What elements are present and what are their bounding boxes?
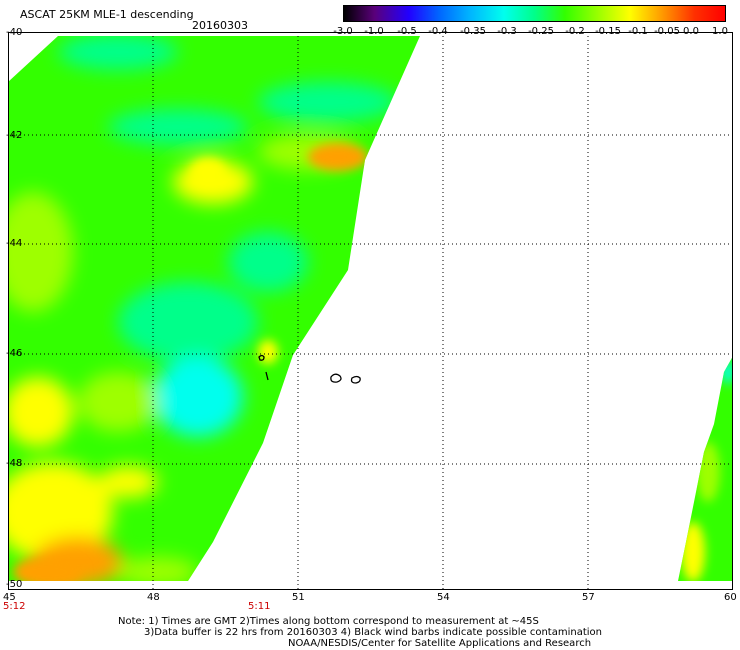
- lon-label: 54: [437, 592, 450, 603]
- notes: Note: 1) Times are GMT 2)Times along bot…: [118, 616, 602, 649]
- lon-label: 51: [292, 592, 305, 603]
- note-line-1: Note: 1) Times are GMT 2)Times along bot…: [118, 616, 539, 627]
- colorbar-label: -0.5: [397, 26, 417, 37]
- lon-label: 57: [582, 592, 595, 603]
- lat-label: -48: [6, 458, 23, 469]
- product-title: ASCAT 25KM MLE-1 descending: [20, 8, 194, 21]
- colorbar-label: -0.3: [497, 26, 517, 37]
- colorbar-label: -0.15: [595, 26, 621, 37]
- colorbar-labels: -3.0 -1.0 -0.5 -0.4 -0.35 -0.3 -0.25 -0.…: [330, 26, 730, 38]
- colorbar-label: -0.2: [565, 26, 585, 37]
- lon-label: 48: [147, 592, 160, 603]
- lon-label: 60: [724, 592, 737, 603]
- note-line-2: 3)Data buffer is 22 hrs from 20160303 4)…: [144, 627, 602, 638]
- colorbar-label: -3.0: [333, 26, 353, 37]
- lat-label: -42: [6, 130, 23, 141]
- map-canvas: [8, 32, 733, 590]
- colorbar-label: -0.1: [628, 26, 648, 37]
- lat-label: -46: [6, 348, 23, 359]
- left-swath: [8, 36, 420, 581]
- colorbar-label: 1.0: [712, 26, 728, 37]
- lat-label: -50: [6, 579, 23, 590]
- map-panel: [8, 32, 733, 590]
- right-swath: [678, 356, 733, 581]
- colorbar-label: -0.05: [654, 26, 680, 37]
- lat-lon-grid: [8, 32, 733, 590]
- note-line-3: NOAA/NESDIS/Center for Satellite Applica…: [288, 638, 592, 649]
- colorbar: [343, 5, 726, 22]
- colorbar-label: -0.4: [428, 26, 448, 37]
- swath-time-left: 5:12: [3, 601, 26, 612]
- lat-label: -44: [6, 238, 23, 249]
- colorbar-label: 0.0: [683, 26, 699, 37]
- colorbar-label: -1.0: [364, 26, 384, 37]
- colorbar-gradient: [344, 6, 725, 21]
- colorbar-label: -0.35: [460, 26, 486, 37]
- map-frame: [8, 32, 733, 590]
- colorbar-label: -0.25: [528, 26, 554, 37]
- lon-label: 45: [3, 592, 16, 603]
- product-date: 20160303: [192, 19, 248, 32]
- swath-time-middle: 5:11: [248, 601, 271, 612]
- lat-label: -40: [6, 27, 23, 38]
- islands: [258, 354, 361, 384]
